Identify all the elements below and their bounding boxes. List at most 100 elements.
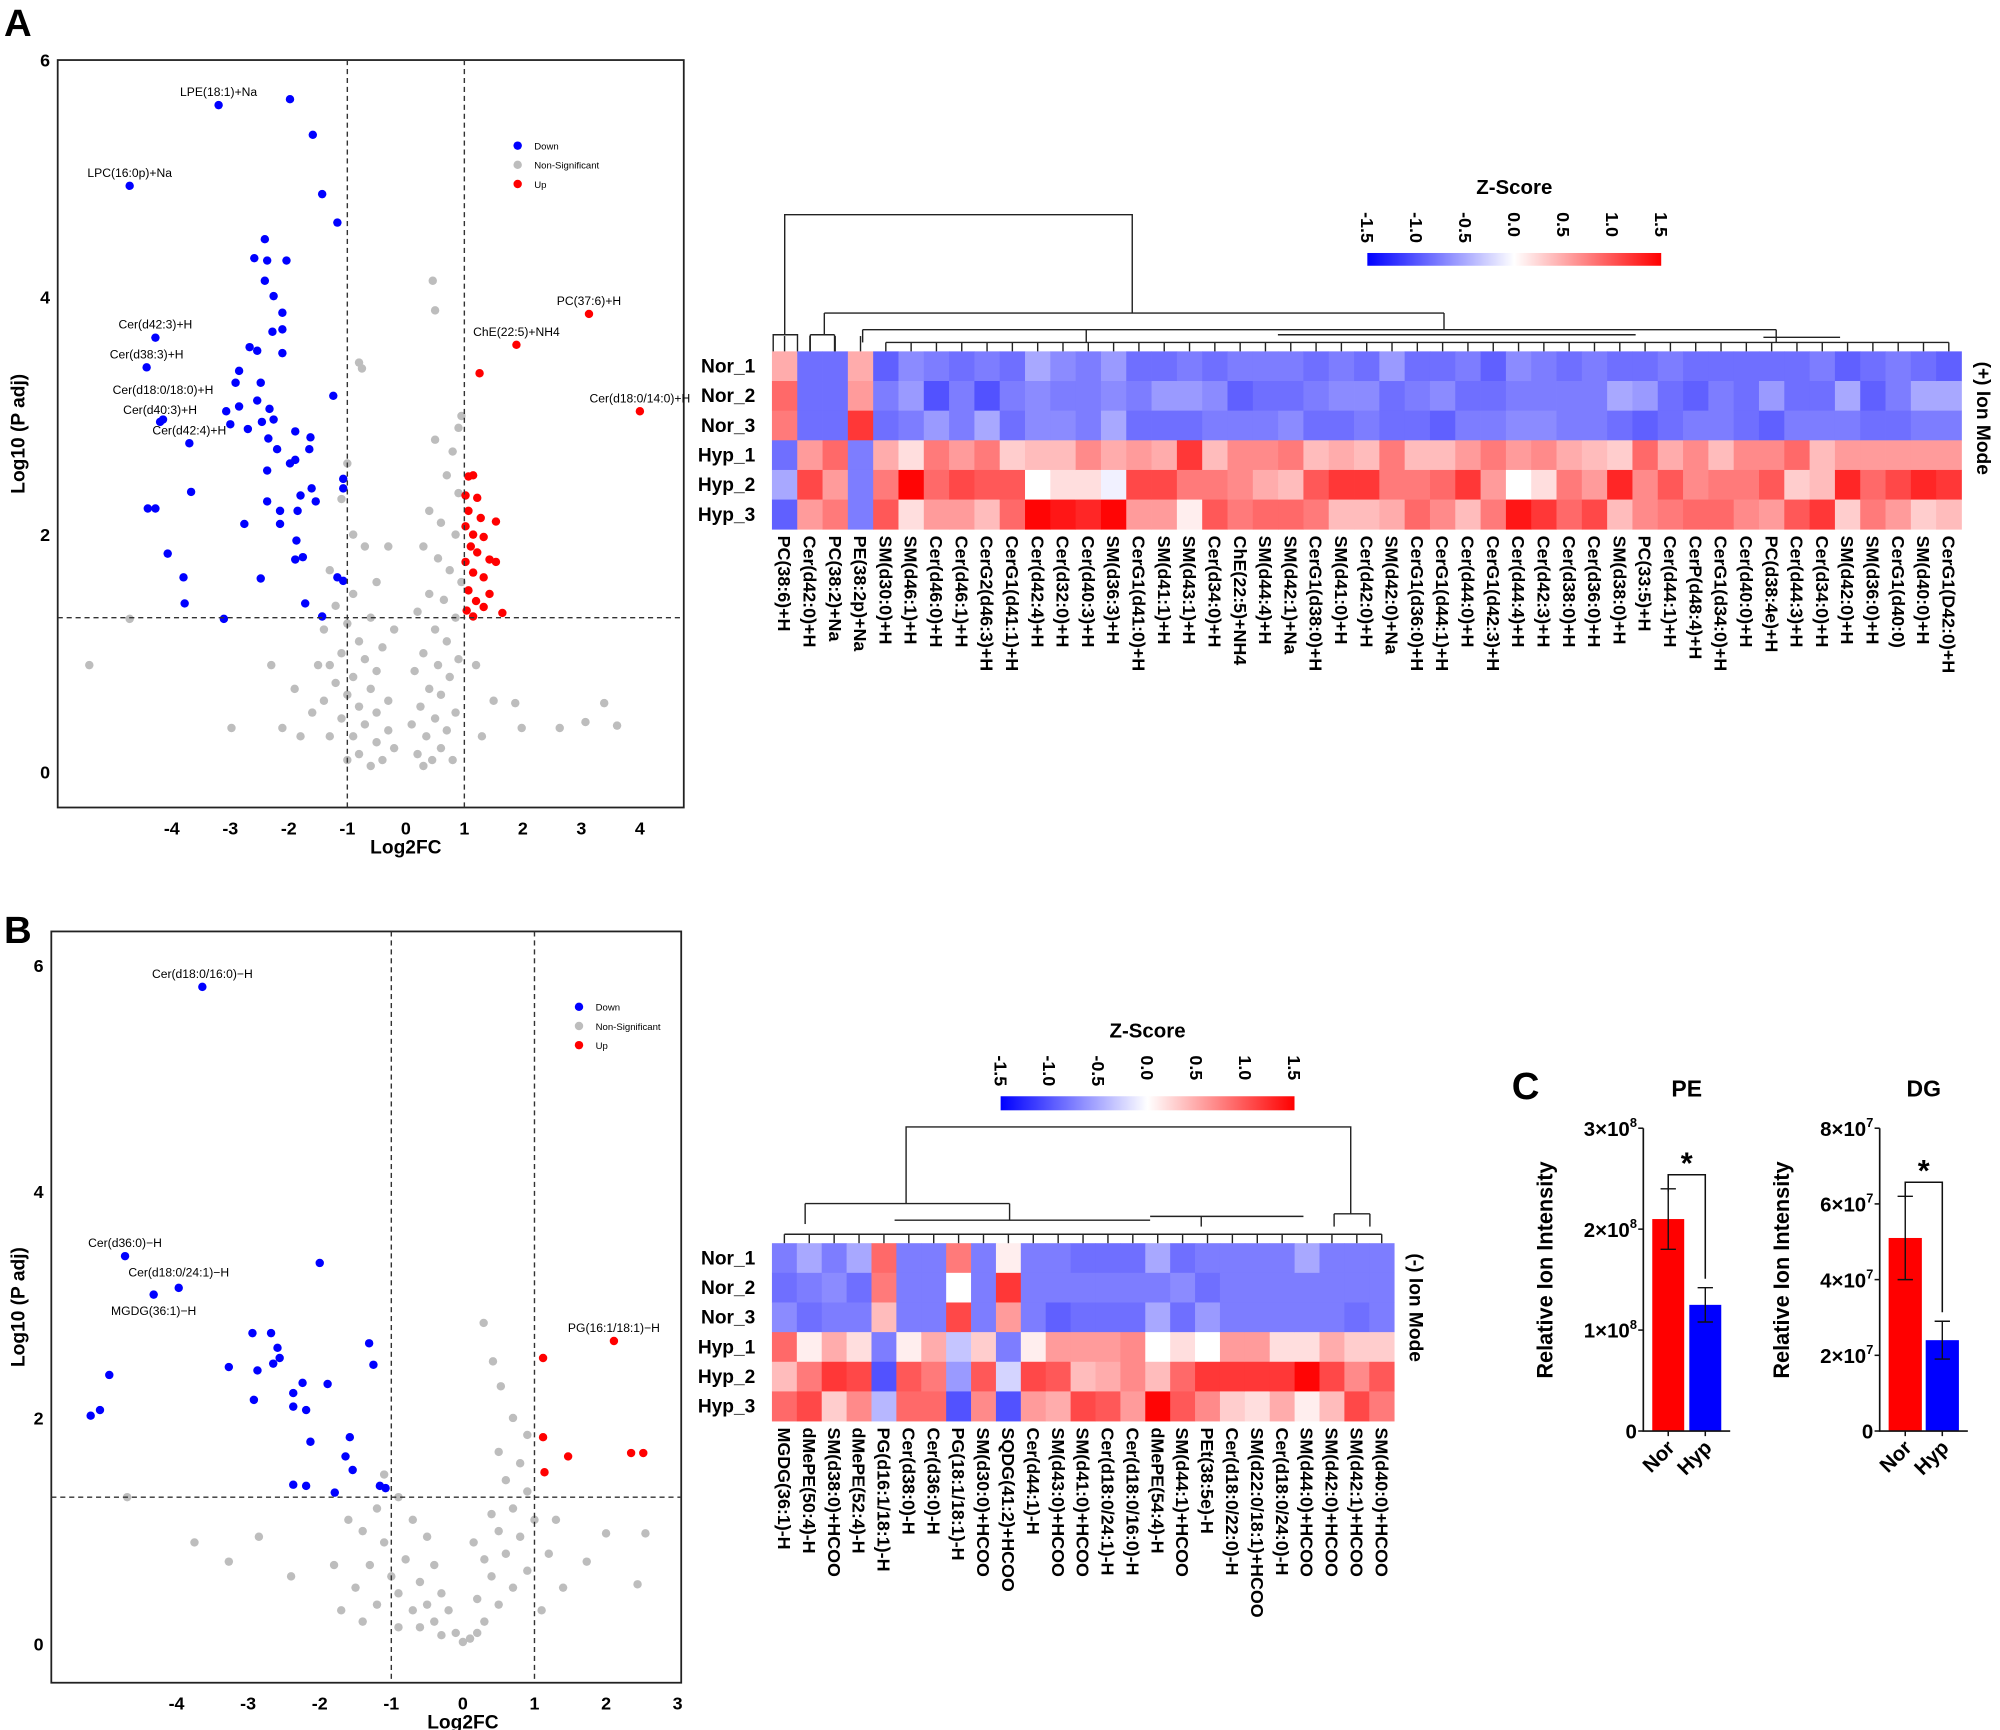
- heatmap-cell: [1045, 1302, 1071, 1333]
- heatmap-cell: [1219, 1272, 1246, 1303]
- heatmap-cell: [1176, 351, 1203, 382]
- heatmap-cell: [1455, 351, 1481, 382]
- heatmap-cell: [1632, 499, 1659, 530]
- data-point-down: [186, 487, 196, 497]
- x-tick-label: -4: [169, 1694, 185, 1714]
- heatmap-cell: [999, 499, 1026, 530]
- heatmap-cell: [1379, 499, 1406, 530]
- data-point-down: [275, 506, 285, 516]
- y-tick-mantissa: 6×10: [1820, 1194, 1866, 1217]
- data-point-up: [473, 493, 482, 503]
- y-tick-mantissa: 2×10: [1584, 1219, 1630, 1242]
- heatmap-cell: [896, 1332, 922, 1363]
- heatmap-cell: [921, 1272, 947, 1303]
- heatmap-cell: [846, 1272, 872, 1303]
- color-scale-tick-label: 1.0: [1235, 1055, 1255, 1080]
- x-tick-label: 3: [576, 818, 586, 838]
- column-label: SM(d36:0)+H: [1862, 536, 1882, 645]
- data-point-down: [95, 1405, 105, 1415]
- heatmap-cell: [1404, 440, 1431, 471]
- heatmap-cell: [1252, 440, 1279, 471]
- heatmap-cell: [1556, 381, 1583, 412]
- y-tick-label: 6: [40, 50, 50, 70]
- data-point-non-significant: [227, 723, 236, 733]
- column-label: Cer(d46:0)+H: [926, 536, 946, 648]
- heatmap-cell: [1758, 469, 1785, 500]
- data-point-down: [256, 574, 265, 583]
- heatmap-cell: [1784, 499, 1810, 530]
- heatmap-cell: [949, 499, 975, 530]
- heatmap-cell: [971, 1302, 997, 1333]
- data-point-down: [275, 1353, 284, 1363]
- heatmap-cell: [821, 1332, 847, 1363]
- heatmap-cell: [1025, 410, 1051, 441]
- heatmap-cell: [1219, 1302, 1246, 1333]
- heatmap-cell: [796, 1361, 823, 1392]
- data-point-down: [248, 1328, 257, 1338]
- heatmap-cell: [1910, 499, 1937, 530]
- heatmap-cell: [1328, 410, 1355, 441]
- point-label: LPC(16:0p)+Na: [87, 166, 172, 180]
- heatmap-cell: [1708, 381, 1735, 412]
- column-label: SM(d30:0)+HCOO: [973, 1427, 993, 1577]
- chart-title: DG: [1907, 1075, 1941, 1101]
- column-label: CerG1(d42:3)+H: [1483, 536, 1503, 672]
- data-point-down: [253, 346, 262, 355]
- heatmap-cell: [1556, 499, 1583, 530]
- heatmap-cell: [1294, 1332, 1320, 1363]
- data-point-non-significant: [348, 589, 358, 599]
- heatmap-cell: [999, 351, 1026, 382]
- heatmap-cell: [822, 499, 849, 530]
- data-point-non-significant: [430, 306, 440, 315]
- data-point-down: [224, 1362, 234, 1372]
- heatmap-cell: [1269, 1391, 1295, 1422]
- category-label: Nor: [1875, 1436, 1916, 1477]
- y-tick-label: 2: [34, 1408, 44, 1428]
- legend-marker: [513, 160, 522, 170]
- heatmap-cell: [1784, 410, 1810, 441]
- column-label: Cer(d38:0)+H: [1559, 536, 1579, 648]
- heatmap-cell: [1480, 351, 1507, 382]
- heatmap-cell: [1170, 1361, 1196, 1392]
- heatmap-cell: [1227, 469, 1254, 500]
- data-point-non-significant: [582, 1557, 591, 1566]
- data-point-non-significant: [254, 1532, 264, 1541]
- color-scale-tick-label: 0.0: [1137, 1055, 1157, 1080]
- data-point-non-significant: [508, 1583, 518, 1592]
- legend-marker: [513, 141, 522, 150]
- data-point-down: [249, 1395, 259, 1405]
- plot-frame: [56, 59, 685, 809]
- heatmap-cell: [971, 1361, 997, 1392]
- heatmap-cell: [1145, 1361, 1171, 1392]
- column-label: CerG1(d41:1)+H: [1002, 536, 1022, 672]
- row-label: Hyp_2: [698, 1367, 756, 1388]
- y-axis-title: Log10 (P adj): [8, 1247, 29, 1367]
- heatmap-cell: [1202, 469, 1228, 500]
- y-axis-title: Relative Ion Intensity: [1769, 1161, 1794, 1378]
- data-point-up: [476, 513, 485, 523]
- heatmap-cell: [1095, 1361, 1121, 1392]
- heatmap-cell: [1683, 410, 1709, 441]
- column-label: Cer(d44:3)+H: [1787, 536, 1807, 648]
- data-point-down: [143, 504, 153, 513]
- data-point-non-significant: [508, 1504, 518, 1513]
- heatmap-cell: [1429, 469, 1456, 500]
- heatmap-cell: [1733, 351, 1760, 382]
- data-point-non-significant: [360, 720, 370, 729]
- data-point-down: [253, 396, 262, 405]
- heatmap-cell: [1404, 410, 1431, 441]
- data-point-down: [262, 497, 272, 506]
- data-point-up: [485, 555, 494, 564]
- heatmap-cell: [1269, 1332, 1295, 1363]
- heatmap-cell: [1531, 469, 1557, 500]
- color-scale-tick-label: -1.5: [1357, 212, 1377, 243]
- heatmap-cell: [971, 1272, 997, 1303]
- heatmap-cell: [1354, 469, 1380, 500]
- heatmap-cell: [1303, 351, 1330, 382]
- volcano-plot-b: Cer(d18:0/16:0)−H Cer(d36:0)−H Cer(d18:0/2…: [8, 930, 683, 1730]
- heatmap-cell: [1294, 1272, 1320, 1303]
- column-label: Cer(d18:0/24:1)-H: [1098, 1427, 1118, 1575]
- heatmap-cell: [1369, 1332, 1395, 1363]
- heatmap-cell: [847, 351, 874, 382]
- heatmap-cell: [1344, 1332, 1370, 1363]
